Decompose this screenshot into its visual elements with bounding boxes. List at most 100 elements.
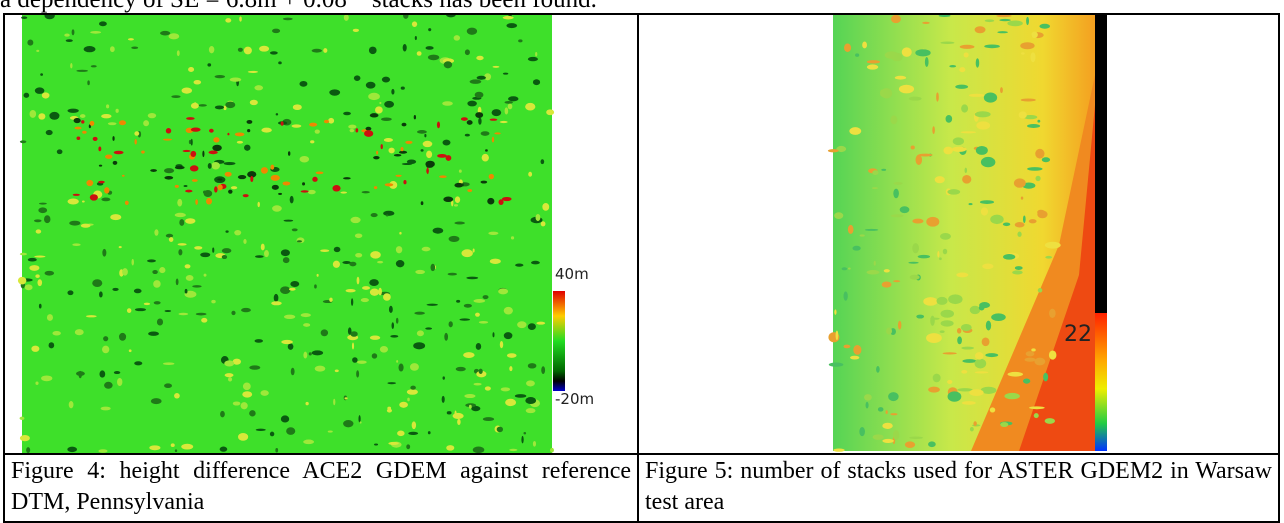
colorbar [553,291,565,391]
texture-spot [390,335,399,338]
texture-spot [464,49,470,56]
texture-spot [188,67,195,73]
texture-spot [848,267,851,270]
texture-spot [910,145,915,150]
texture-spot [974,371,989,374]
texture-spot [948,294,963,305]
texture-spot [104,187,110,194]
texture-spot [498,199,504,206]
texture-spot [476,55,484,61]
texture-spot [974,111,991,118]
texture-spot [377,260,384,264]
texture-spot [72,193,80,196]
texture-spot [398,150,408,154]
texture-spot [518,39,523,43]
texture-spot [507,103,513,110]
texture-spot [880,88,893,99]
texture-spot [40,73,44,76]
texture-spot [985,320,992,331]
texture-spot [275,448,279,453]
texture-spot [1004,392,1020,400]
texture-spot [76,69,89,72]
texture-spot [342,261,351,264]
texture-spot [88,124,92,129]
texture-spot [467,189,473,192]
texture-spot [1022,215,1026,224]
texture-spot [525,408,536,414]
texture-spot [280,249,290,257]
texture-spot [453,35,461,41]
texture-spot [351,342,355,350]
texture-spot [349,261,357,267]
texture-spot [476,75,486,80]
texture-spot [468,404,472,409]
texture-spot [134,308,147,312]
texture-spot [416,130,427,134]
texture-spot [969,305,981,315]
texture-spot [506,353,517,358]
texture-spot [841,267,848,271]
texture-spot [844,43,852,52]
texture-spot [990,214,1004,225]
texture-spot [546,109,555,116]
texture-spot [482,417,495,422]
texture-spot [105,154,113,159]
texture-spot [883,269,890,273]
texture-spot [290,367,295,376]
texture-spot [459,318,471,321]
texture-spot [365,81,376,89]
texture-spot [855,53,860,57]
texture-spot [345,288,356,293]
texture-spot [427,431,431,435]
texture-spot [209,128,214,133]
texture-spot [365,126,372,131]
texture-spot [492,65,500,68]
texture-spot [504,107,509,115]
texture-spot [184,288,188,294]
texture-spot [237,175,247,180]
texture-spot [984,44,1000,49]
texture-spot [178,312,189,316]
texture-spot [170,443,175,447]
texture-spot [190,138,193,146]
texture-spot [488,231,499,236]
texture-spot [898,84,915,94]
texture-spot [457,418,461,426]
texture-spot [876,366,880,373]
texture-spot [912,218,924,224]
texture-spot [224,373,234,378]
texture-spot [21,16,28,19]
texture-spot [1043,372,1049,382]
texture-spot [308,352,312,356]
texture-spot [228,377,233,382]
texture-spot [531,260,540,265]
texture-spot [34,87,45,94]
figure-5-image: 22 [827,15,1107,452]
texture-spot [1007,371,1024,377]
texture-spot [961,346,975,350]
texture-spot [964,167,968,174]
texture-spot [472,446,485,453]
texture-spot [118,120,127,126]
texture-spot [89,120,95,126]
texture-spot [356,360,367,364]
texture-spot [383,293,391,301]
texture-spot [17,276,27,285]
texture-spot [502,15,514,20]
texture-spot [949,64,957,68]
texture-spot [171,95,181,99]
texture-spot [223,105,227,111]
texture-spot [231,310,236,316]
texture-spot [112,136,115,141]
texture-spot [35,229,42,234]
texture-spot [198,104,207,107]
texture-spot [320,249,330,252]
texture-spot [969,389,984,397]
texture-spot [70,63,73,69]
texture-spot [225,101,236,109]
texture-spot [152,270,158,275]
texture-spot [232,401,241,406]
texture-spot [917,254,931,259]
texture-spot [1028,219,1037,224]
